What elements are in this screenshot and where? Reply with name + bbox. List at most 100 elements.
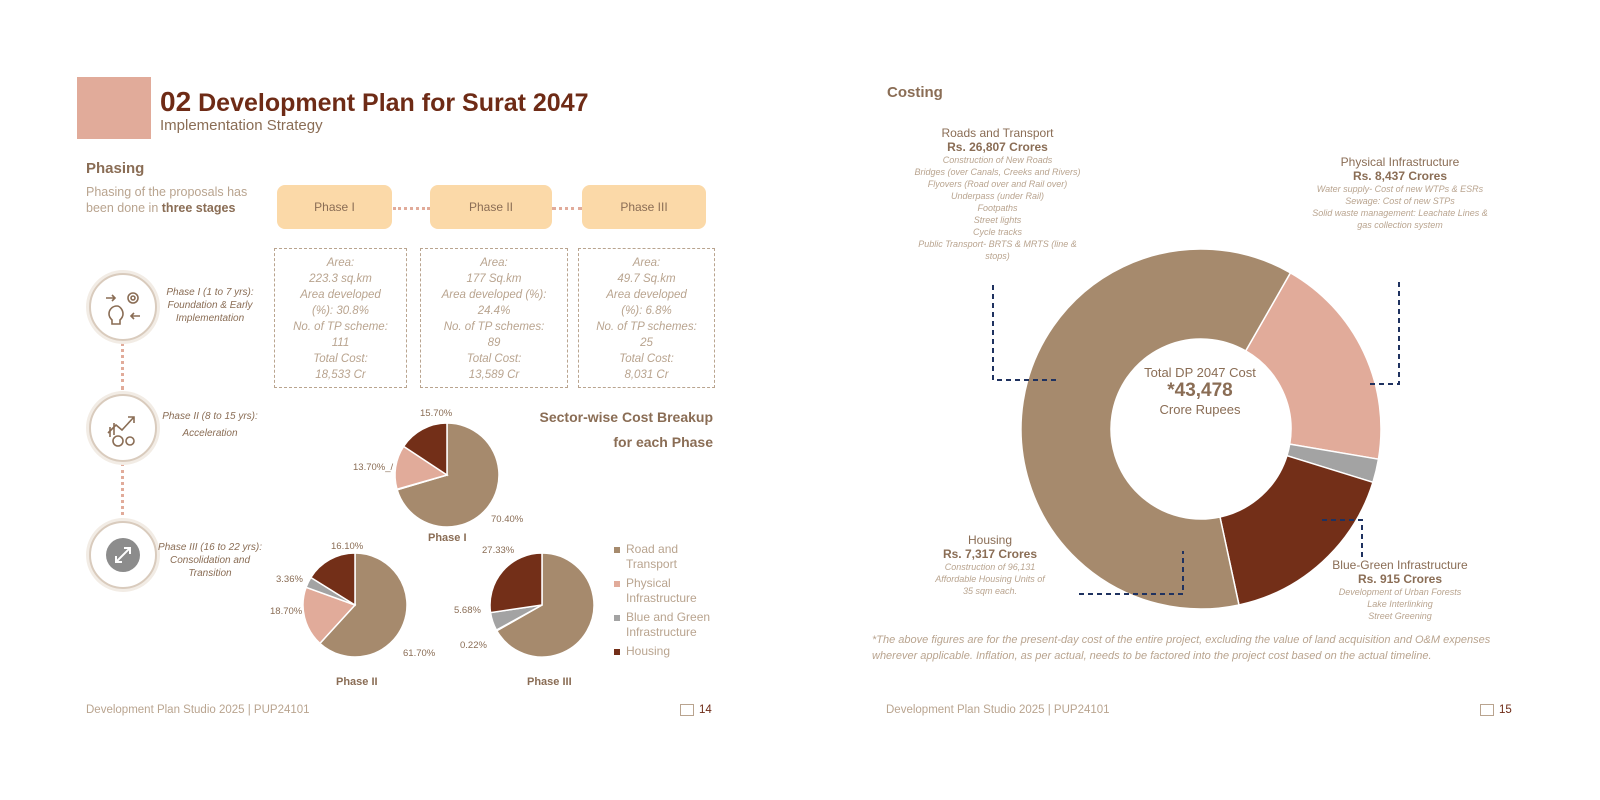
timeline-text: Phase I (1 to 7 yrs):	[166, 287, 254, 298]
pie1-caption: Phase I	[428, 532, 467, 544]
detail-line: Construction of New Roads	[942, 155, 1053, 165]
bluegreen-name: Blue-Green Infrastructure	[1332, 558, 1468, 572]
pie1-slice-housing	[402, 422, 448, 477]
pie2-slice-road-and-transport	[318, 552, 408, 658]
donut-slice-physical-infrastructure	[1244, 271, 1382, 461]
pie2-caption: Phase II	[336, 676, 378, 688]
costing-heading: Costing	[887, 84, 943, 101]
detail-line: Lake Interlinking	[1367, 599, 1433, 609]
physical-cost: Rs. 8,437 Crores	[1352, 169, 1448, 183]
stat-line: 24.4%	[477, 305, 511, 317]
phase-1-icon	[89, 273, 157, 341]
legend-swatch	[614, 547, 620, 553]
legend-item: Blue and Green Infrastructure	[614, 610, 724, 640]
pie3-label-physical: 0.22%	[460, 640, 487, 651]
legend-label: Road and Transport	[626, 542, 679, 571]
pie-phase-3	[489, 552, 595, 658]
timeline-text: Phase II (8 to 15 yrs):	[162, 411, 258, 422]
connector	[552, 207, 582, 210]
stat-line: Area developed	[606, 289, 687, 301]
footer-left: Development Plan Studio 2025 | PUP24101	[86, 704, 310, 716]
page-subtitle: Implementation Strategy	[160, 117, 323, 134]
connector	[393, 207, 430, 210]
stat-line: 8,031 Cr	[624, 369, 669, 381]
phase-1-stats: Area: 223.3 sq.km Area developed (%): 30.8%…	[274, 248, 407, 388]
phase-3-icon	[89, 521, 157, 589]
roads-callout: Roads and Transport Rs. 26,807 Crores Co…	[890, 126, 1105, 262]
footer-right: Development Plan Studio 2025 | PUP24101	[886, 704, 1110, 716]
stat-line: Area:	[326, 257, 355, 269]
detail-line: Underpass (under Rail)	[950, 191, 1045, 201]
pie2-label-road: 61.70%	[403, 648, 436, 659]
legend-label: Blue and Green Infrastructure	[626, 610, 711, 639]
phase-1-tab[interactable]: Phase I	[277, 185, 392, 229]
detail-line: Sewage: Cost of new STPs	[1345, 196, 1455, 206]
sector-heading: Sector-wise Cost Breakup for each Phase	[485, 405, 714, 455]
phasing-description: Phasing of the proposals has been done i…	[86, 185, 248, 215]
timeline-phase-1: Phase I (1 to 7 yrs): Foundation & Early I…	[155, 286, 265, 325]
stat-line: 177 Sq.km	[466, 273, 522, 285]
pie2-label-housing: 16.10%	[331, 541, 364, 552]
detail-line: gas collection system	[1357, 220, 1443, 230]
stat-line: 13,589 Cr	[468, 369, 520, 381]
stat-line: No. of TP schemes:	[596, 321, 697, 333]
legend-item: Road and Transport	[614, 542, 724, 572]
stat-line: 25	[640, 337, 653, 349]
stat-line: Area developed (%):	[441, 289, 547, 301]
detail-line: Street lights	[973, 215, 1022, 225]
stat-line: 49.7 Sq.km	[617, 273, 676, 285]
detail-line: Footpaths	[977, 203, 1018, 213]
detail-line: Development of Urban Forests	[1338, 587, 1462, 597]
sector-heading-line: Sector-wise Cost Breakup	[539, 409, 714, 425]
stat-line: No. of TP schemes:	[443, 321, 545, 333]
stat-line: No. of TP scheme:	[293, 321, 388, 333]
legend-swatch	[614, 649, 620, 655]
legend-item: Housing	[614, 644, 724, 659]
phase-2-tab[interactable]: Phase II	[430, 185, 552, 229]
physical-name: Physical Infrastructure	[1340, 155, 1460, 169]
stat-line: 223.3 sq.km	[309, 273, 372, 285]
pie1-label-housing: 15.70%	[420, 408, 453, 419]
housing-callout: Housing Rs. 7,317 Crores Construction of…	[910, 533, 1070, 597]
phase-3-stats: Area: 49.7 Sq.km Area developed (%): 6.8% No…	[578, 248, 715, 388]
pie3-caption: Phase III	[527, 676, 572, 688]
detail-line: Affordable Housing Units of	[935, 574, 1045, 584]
detail-line: Public Transport- BRTS & MRTS (line &	[918, 239, 1077, 249]
center-label: Total DP 2047 Cost	[1144, 365, 1256, 380]
donut-center: Total DP 2047 Cost *43,478 Crore Rupees	[1120, 365, 1280, 417]
pie3-label-housing: 27.33%	[482, 545, 515, 556]
phase-2-icon	[89, 394, 157, 462]
detail-line: stops)	[985, 251, 1010, 261]
center-unit: Crore Rupees	[1159, 402, 1241, 417]
pie3-slice-road-and-transport	[495, 552, 595, 658]
stat-line: Total Cost:	[466, 353, 522, 365]
timeline-text: Consolidation and	[169, 555, 251, 566]
timeline-phase-3: Phase III (16 to 22 yrs): Consolidation a…	[155, 541, 265, 580]
legend-swatch	[614, 615, 620, 621]
timeline-text: Acceleration	[182, 428, 238, 439]
stat-line: 111	[331, 337, 350, 349]
pie3-label-bluegreen: 5.68%	[454, 605, 481, 616]
detail-line: Water supply- Cost of new WTPs & ESRs	[1316, 184, 1484, 194]
physical-callout: Physical Infrastructure Rs. 8,437 Crores…	[1290, 155, 1510, 231]
detail-line: Solid waste management: Leachate Lines &	[1312, 208, 1488, 218]
roads-name: Roads and Transport	[941, 126, 1054, 140]
pie-phase-1	[394, 422, 500, 528]
timeline-text: Phase III (16 to 22 yrs):	[158, 542, 262, 553]
detail-line: Bridges (over Canals, Creeks and Rivers)	[914, 167, 1081, 177]
stat-line: Area developed	[300, 289, 381, 301]
timeline-text: Transition	[188, 568, 232, 579]
stat-line: 18,533 Cr	[315, 369, 366, 381]
bluegreen-callout: Blue-Green Infrastructure Rs. 915 Crores…	[1310, 558, 1490, 622]
pie2-label-bluegreen: 3.36%	[276, 574, 303, 585]
page-title: 02 Development Plan for Surat 2047	[160, 86, 589, 117]
housing-name: Housing	[967, 533, 1013, 547]
phase-3-tab[interactable]: Phase III	[582, 185, 706, 229]
pie2-label-physical: 18.70%	[270, 606, 303, 617]
stat-line: (%): 30.8%	[312, 305, 369, 317]
roads-cost: Rs. 26,807 Crores	[947, 140, 1048, 154]
stat-line: Total Cost:	[619, 353, 674, 365]
stat-line: Area:	[480, 257, 508, 269]
pie-phase-2	[302, 552, 408, 658]
